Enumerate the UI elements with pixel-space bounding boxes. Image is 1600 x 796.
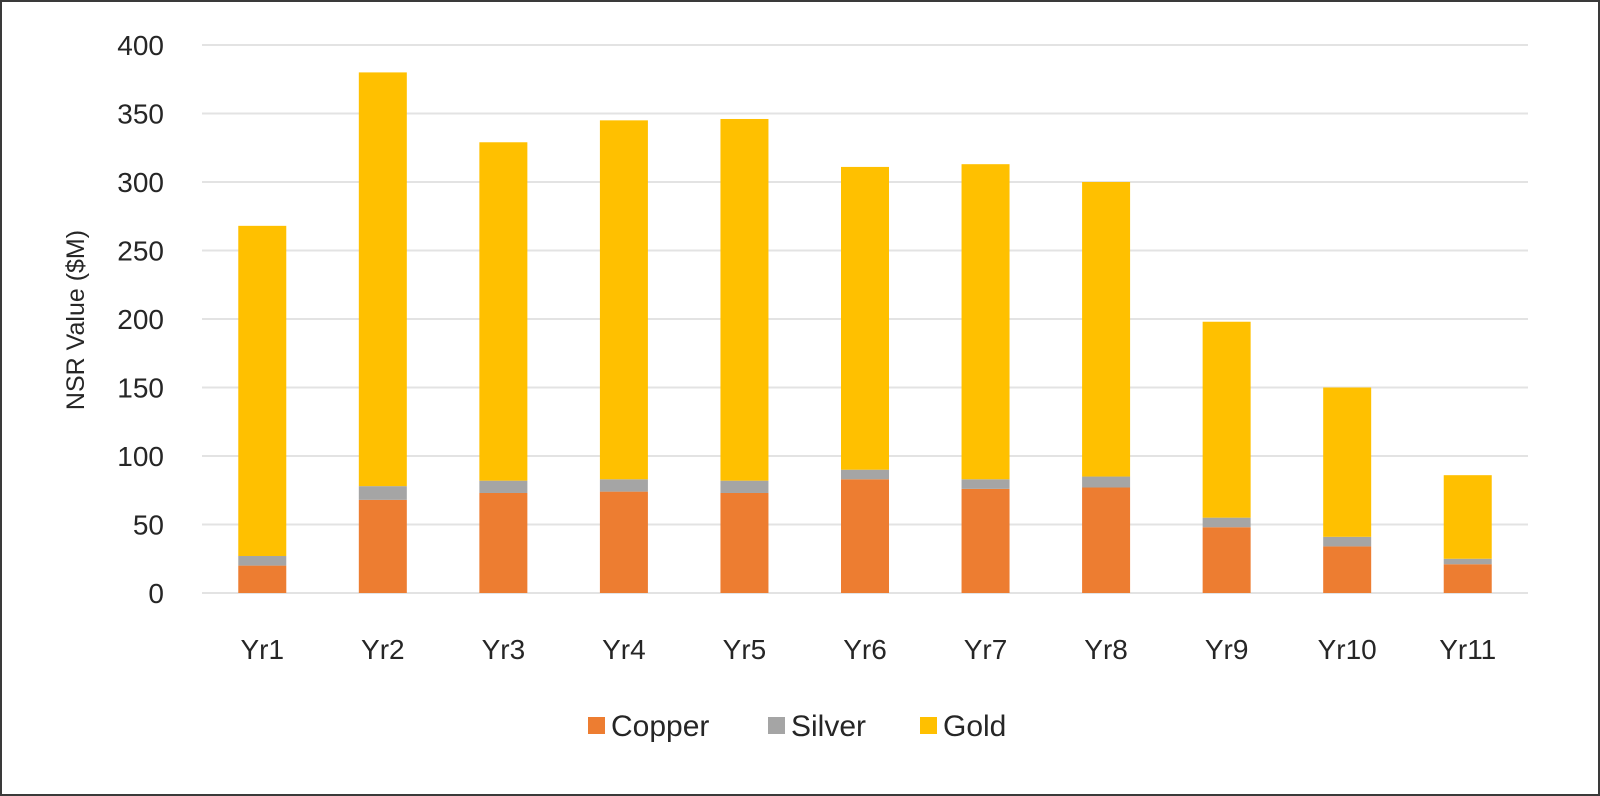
bar-gold-yr5 [720,118,769,481]
x-tick-label: Yr6 [843,634,887,665]
bar-gold-yr9 [1202,321,1251,518]
legend-swatch-silver [768,717,785,734]
bar-copper-yr4 [599,491,648,593]
bar-copper-yr2 [358,499,407,593]
y-tick-label: 350 [117,99,164,130]
x-tick-label: Yr1 [240,634,284,665]
bar-silver-yr9 [1202,517,1251,528]
y-tick-label: 100 [117,441,164,472]
x-tick-labels: Yr1 Yr2 Yr3 Yr4 Yr5 Yr6 Yr7 Yr8 Yr9 Yr10 Yr11 [240,634,1496,665]
bar-gold-yr8 [1082,182,1131,477]
legend: Copper Silver Gold [588,710,1006,743]
bar-silver-yr2 [358,486,407,500]
bar-gold-yr2 [358,72,407,487]
x-tick-label: Yr7 [964,634,1008,665]
bar-copper-yr5 [720,492,769,593]
y-tick-labels: 0 50 100 150 200 250 300 350 400 [117,30,164,609]
y-axis-title: NSR Value ($M) [62,230,90,410]
bar-copper-yr1 [238,565,287,593]
bar-silver-yr8 [1082,476,1131,488]
bar-copper-yr11 [1443,564,1492,593]
bar-silver-yr10 [1323,536,1372,547]
bar-copper-yr9 [1202,527,1251,593]
bars [238,72,1492,593]
bar-silver-yr7 [961,479,1010,489]
y-tick-label: 0 [148,578,164,609]
x-tick-label: Yr8 [1084,634,1128,665]
legend-swatch-copper [588,717,605,734]
bar-silver-yr1 [238,556,287,566]
y-tick-label: 200 [117,304,164,335]
x-tick-label: Yr11 [1439,634,1496,665]
bar-copper-yr10 [1323,546,1372,593]
bar-gold-yr6 [841,166,889,470]
bar-silver-yr5 [720,480,769,493]
bar-copper-yr8 [1082,487,1131,593]
x-tick-label: Yr10 [1318,634,1377,665]
bar-gold-yr1 [238,225,287,557]
y-tick-label: 150 [117,373,164,404]
bar-silver-yr6 [841,469,889,480]
legend-label-silver: Silver [791,710,866,743]
bar-silver-yr4 [599,479,648,492]
bar-gold-yr3 [479,142,528,481]
y-tick-label: 300 [117,167,164,198]
bar-silver-yr11 [1443,558,1492,565]
bar-gold-yr4 [599,120,648,480]
y-tick-label: 50 [133,510,164,541]
legend-label-gold: Gold [943,710,1006,743]
x-tick-label: Yr2 [361,634,405,665]
y-tick-label: 400 [117,30,164,61]
bar-copper-yr6 [841,479,889,593]
x-tick-label: Yr4 [602,634,646,665]
bar-silver-yr3 [479,480,528,493]
bar-gold-yr10 [1323,387,1372,537]
legend-label-copper: Copper [611,710,709,743]
y-tick-label: 250 [117,236,164,267]
x-tick-label: Yr5 [723,634,767,665]
bar-copper-yr3 [479,492,528,593]
bar-copper-yr7 [961,488,1010,593]
legend-swatch-gold [920,717,937,734]
bar-gold-yr11 [1443,475,1492,559]
x-tick-label: Yr9 [1205,634,1249,665]
x-tick-label: Yr3 [482,634,526,665]
bar-gold-yr7 [961,164,1010,480]
